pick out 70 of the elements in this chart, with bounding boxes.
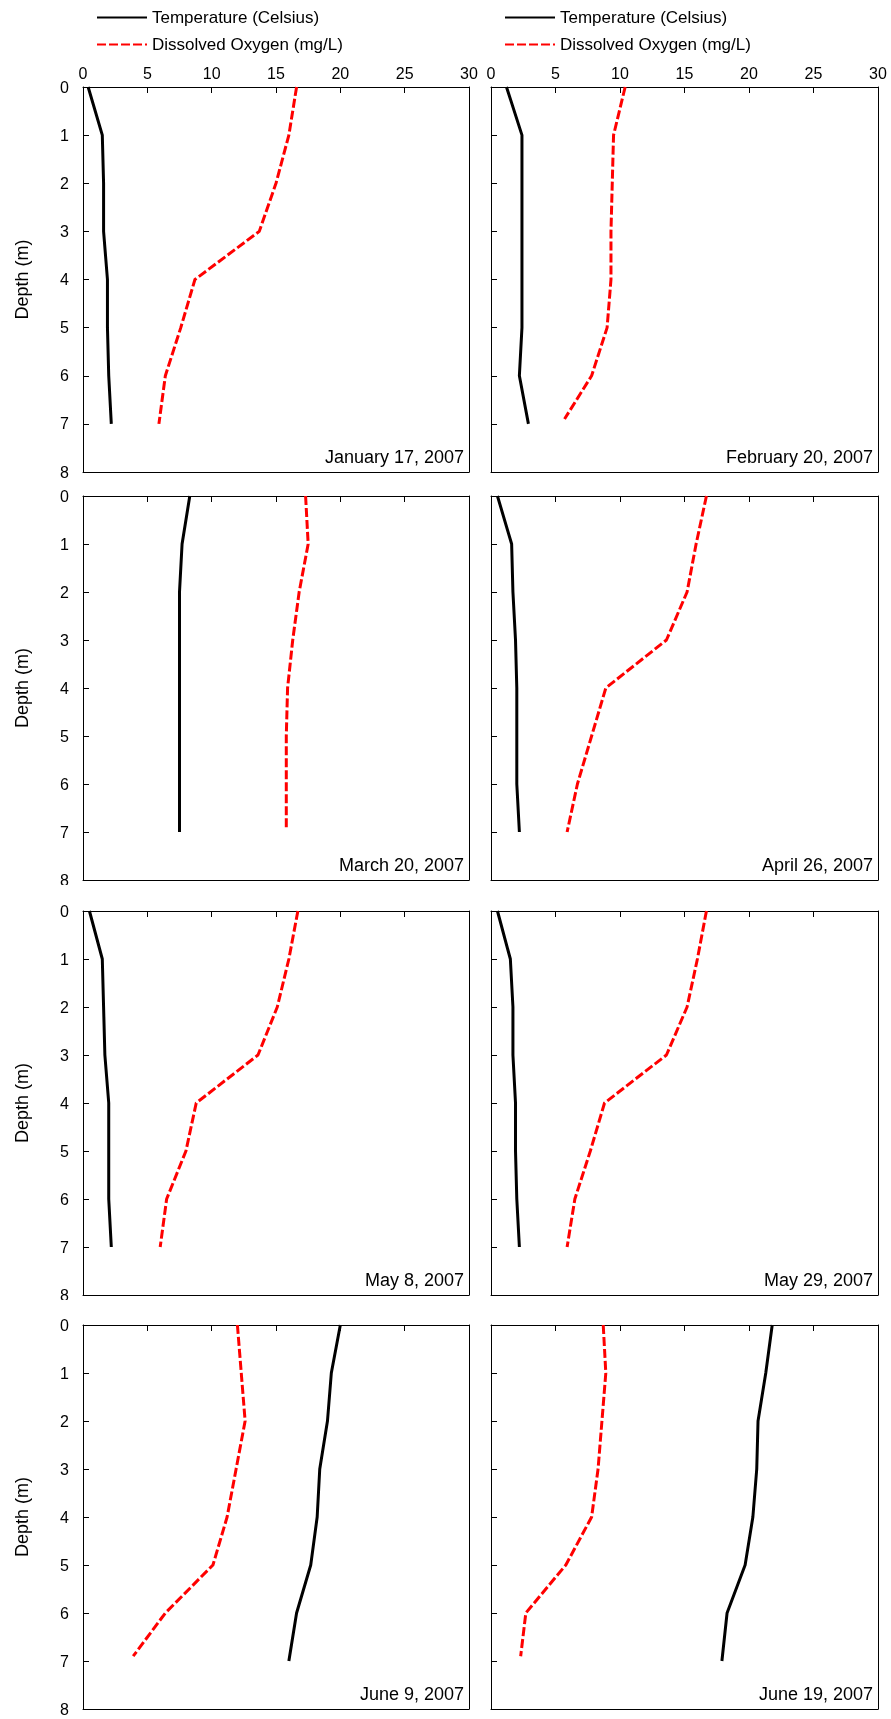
y-tick-label: 0 (60, 487, 70, 505)
line-series (131, 1323, 247, 1658)
annotation: May 8, 2007 (364, 1270, 464, 1290)
y-tick-label: 2 (60, 998, 70, 1016)
y-tick-label: 7 (60, 1238, 70, 1256)
x-tick-label: 5 (142, 64, 152, 82)
y-tick-label: 0 (60, 1316, 70, 1334)
legend-label: Dissolved Oxygen (mg/L) (152, 35, 343, 54)
y-tick-label: 6 (60, 1190, 70, 1208)
y-tick-label: 3 (60, 631, 70, 649)
annotation: June 9, 2007 (359, 1684, 464, 1704)
annotation: April 26, 2007 (761, 855, 873, 875)
y-tick-label: 8 (60, 871, 70, 889)
annotation: January 17, 2007 (324, 447, 464, 467)
legend-label: Temperature (Celsius) (560, 8, 728, 27)
x-tick-label: 30 (460, 64, 478, 82)
y-axis-title: Depth (m) (12, 647, 32, 729)
y-tick-label: 5 (60, 727, 70, 745)
x-tick-label: 0 (486, 64, 496, 82)
y-tick-label: 4 (60, 271, 70, 288)
x-tick-label: 15 (267, 64, 285, 82)
y-tick-label: 1 (60, 126, 70, 144)
y-tick-label: 6 (60, 775, 70, 793)
line-series (158, 909, 300, 1249)
y-tick-label: 8 (60, 463, 70, 481)
y-tick-label: 4 (60, 679, 70, 697)
y-tick-label: 3 (60, 1460, 70, 1478)
y-tick-label: 5 (60, 319, 70, 337)
y-tick-label: 2 (60, 583, 70, 601)
y-tick-label: 1 (60, 535, 70, 553)
legend-label: Dissolved Oxygen (mg/L) (560, 35, 751, 54)
y-tick-label: 2 (60, 1412, 70, 1430)
x-tick-label: 10 (611, 64, 629, 82)
annotation: March 20, 2007 (338, 855, 464, 875)
line-series (157, 85, 299, 426)
y-tick-label: 3 (60, 1046, 70, 1064)
x-tick-label: 0 (78, 64, 88, 82)
y-tick-label: 2 (60, 174, 70, 192)
x-tick-label: 30 (869, 64, 887, 82)
y-tick-label: 5 (60, 1142, 70, 1160)
annotation: June 19, 2007 (758, 1684, 873, 1704)
y-tick-label: 0 (60, 902, 70, 920)
line-series (284, 494, 310, 829)
annotation: May 29, 2007 (763, 1270, 873, 1290)
y-tick-label: 5 (60, 1556, 70, 1574)
x-tick-label: 20 (331, 64, 350, 82)
x-tick-label: 25 (395, 64, 414, 82)
x-tick-label: 5 (551, 64, 561, 82)
annotation: February 20, 2007 (725, 447, 873, 467)
x-tick-label: 10 (202, 64, 221, 82)
y-tick-label: 7 (60, 823, 70, 841)
y-axis-title: Depth (m) (12, 239, 32, 320)
y-tick-label: 6 (60, 1604, 70, 1622)
y-tick-label: 3 (60, 222, 70, 240)
y-tick-label: 8 (60, 1700, 70, 1718)
y-axis-title: Depth (m) (12, 1062, 32, 1144)
y-tick-label: 4 (60, 1094, 70, 1112)
legend-label: Temperature (Celsius) (152, 8, 320, 27)
x-tick-label: 25 (804, 64, 823, 82)
y-tick-label: 7 (60, 415, 70, 433)
y-axis-title: Depth (m) (12, 1476, 32, 1558)
y-tick-label: 1 (60, 950, 70, 968)
y-tick-label: 6 (60, 367, 70, 385)
y-tick-label: 8 (60, 1286, 70, 1304)
y-tick-label: 0 (60, 78, 70, 96)
y-tick-label: 1 (60, 1364, 70, 1382)
y-tick-label: 7 (60, 1652, 70, 1670)
y-tick-label: 4 (60, 1508, 70, 1526)
x-tick-label: 20 (740, 64, 758, 82)
x-tick-label: 15 (675, 64, 694, 82)
